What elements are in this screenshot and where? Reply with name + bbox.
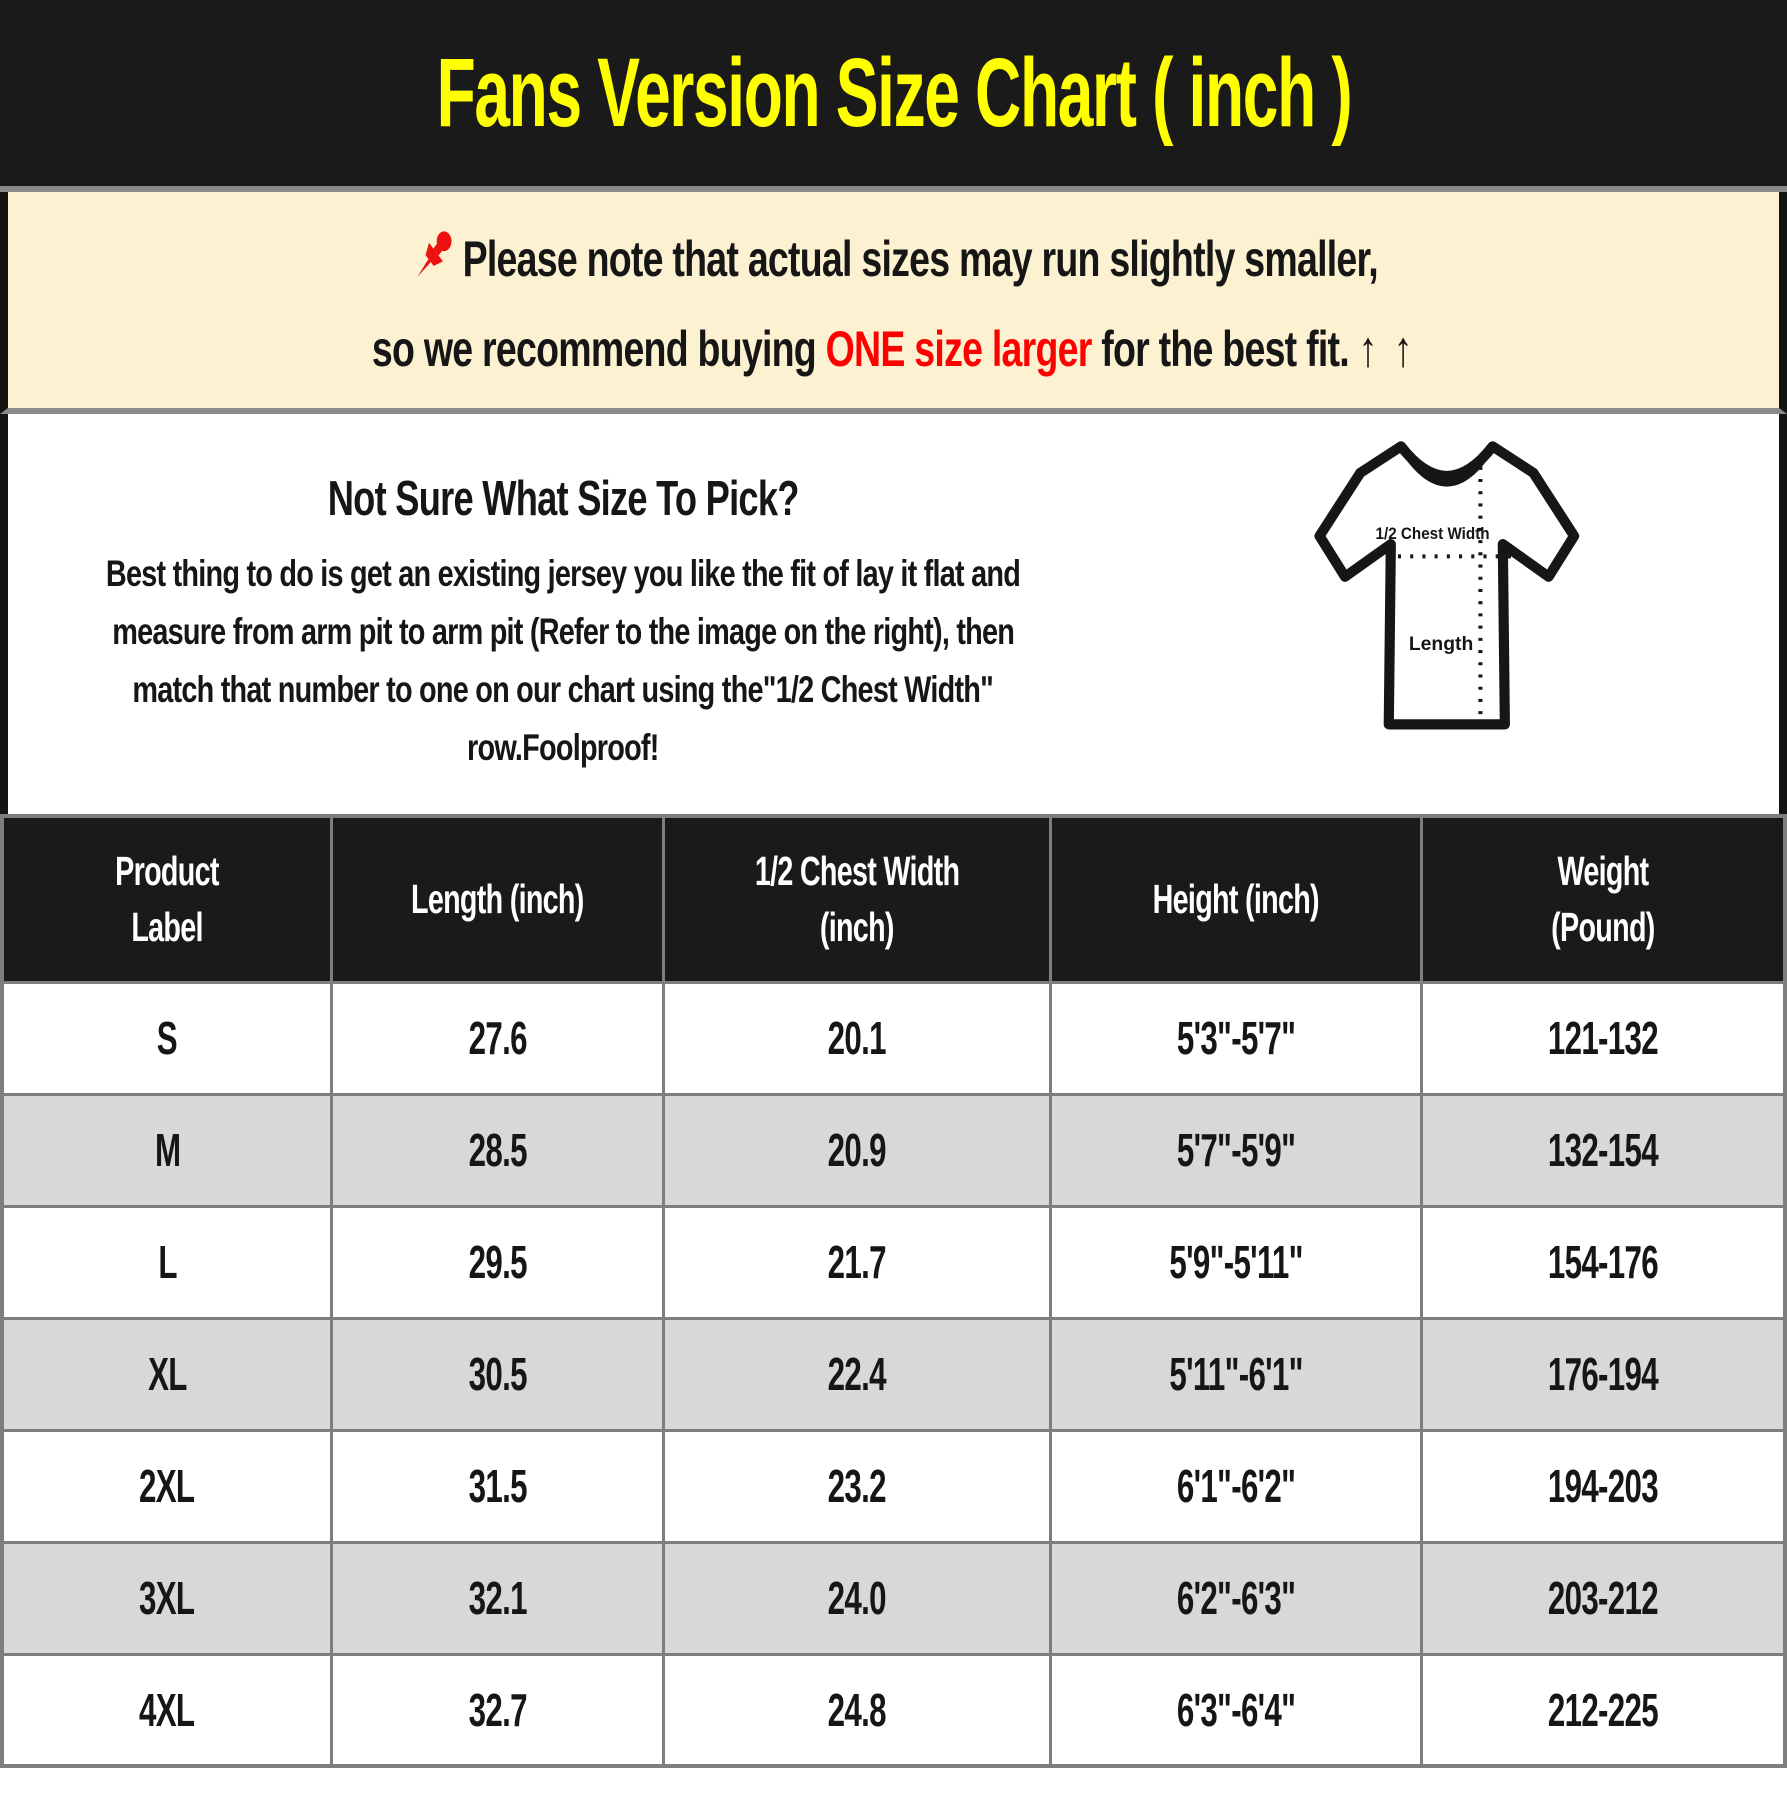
size-label-cell: L: [0, 1204, 334, 1320]
size-label-cell: XL: [0, 1316, 334, 1432]
size-chart-table: Product Label Length (inch) 1/2 Chest Wid…: [0, 814, 1787, 1768]
up-arrows: ↑ ↑: [1358, 321, 1416, 377]
weight-cell: 154-176: [1419, 1204, 1787, 1320]
note-text-1: Please note that actual sizes may run sl…: [462, 231, 1379, 287]
size-label-cell: 4XL: [0, 1652, 334, 1768]
length-cell: 27.6: [330, 980, 665, 1096]
col-header-product-label: Product Label: [0, 814, 334, 984]
guide-heading: Not Sure What Size To Pick?: [327, 472, 800, 526]
size-guide-section: Not Sure What Size To Pick? Best thing t…: [0, 414, 1787, 814]
chest-cell: 21.7: [661, 1204, 1052, 1320]
col-header-weight: Weight (Pound): [1419, 814, 1787, 984]
weight-cell: 212-225: [1419, 1652, 1787, 1768]
weight-cell: 194-203: [1419, 1428, 1787, 1544]
tshirt-outline: [1314, 441, 1580, 730]
col-header-height: Height (inch): [1048, 814, 1423, 984]
size-row-m: M 28.5 20.9 5'7"-5'9" 132-154: [0, 1092, 1787, 1208]
note-text-2a: so we recommend buying: [371, 321, 826, 377]
height-cell: 6'2"-6'3": [1048, 1540, 1423, 1656]
guide-line: measure from arm pit to arm pit (Refer t…: [112, 611, 1015, 652]
guide-line: match that number to one on our chart us…: [132, 669, 994, 710]
weight-cell: 132-154: [1419, 1092, 1787, 1208]
size-label-cell: S: [0, 980, 334, 1096]
guide-line: Best thing to do is get an existing jers…: [105, 553, 1021, 594]
height-cell: 6'3"-6'4": [1048, 1652, 1423, 1768]
size-guide-text: Not Sure What Size To Pick? Best thing t…: [8, 414, 1118, 814]
length-cell: 32.7: [330, 1652, 665, 1768]
size-row-4xl: 4XL 32.7 24.8 6'3"-6'4" 212-225: [0, 1652, 1787, 1768]
size-row-s: S 27.6 20.1 5'3"-5'7" 121-132: [0, 980, 1787, 1096]
chest-cell: 20.9: [661, 1092, 1052, 1208]
size-note-banner: Please note that actual sizes may run sl…: [0, 192, 1787, 414]
length-cell: 28.5: [330, 1092, 665, 1208]
length-cell: 32.1: [330, 1540, 665, 1656]
col-header-chest-width: 1/2 Chest Width (inch): [661, 814, 1052, 984]
size-row-3xl: 3XL 32.1 24.0 6'2"-6'3" 203-212: [0, 1540, 1787, 1656]
chest-width-label: 1/2 Chest Width: [1376, 525, 1490, 543]
collar-line: [1401, 448, 1493, 487]
tshirt-measure-diagram: 1/2 Chest Width Length: [1314, 441, 1580, 730]
col-header-length: Length (inch): [330, 814, 665, 984]
weight-cell: 176-194: [1419, 1316, 1787, 1432]
size-row-xl: XL 30.5 22.4 5'11"-6'1" 176-194: [0, 1316, 1787, 1432]
guide-line: row.Foolproof!: [467, 727, 659, 768]
length-cell: 30.5: [330, 1316, 665, 1432]
height-cell: 5'3"-5'7": [1048, 980, 1423, 1096]
length-cell: 31.5: [330, 1428, 665, 1544]
size-label-cell: 2XL: [0, 1428, 334, 1544]
page-title: Fans Version Size Chart ( inch ): [436, 38, 1352, 147]
height-cell: 5'9"-5'11": [1048, 1204, 1423, 1320]
header-row: Product Label Length (inch) 1/2 Chest Wid…: [0, 814, 1787, 984]
note-highlight: ONE size larger: [825, 321, 1092, 377]
size-row-2xl: 2XL 31.5 23.2 6'1"-6'2" 194-203: [0, 1428, 1787, 1544]
chest-cell: 20.1: [661, 980, 1052, 1096]
chest-cell: 24.0: [661, 1540, 1052, 1656]
size-label-cell: M: [0, 1092, 334, 1208]
weight-cell: 121-132: [1419, 980, 1787, 1096]
pushpin-icon: [417, 231, 452, 277]
height-cell: 5'7"-5'9": [1048, 1092, 1423, 1208]
chest-cell: 22.4: [661, 1316, 1052, 1432]
size-row-l: L 29.5 21.7 5'9"-5'11" 154-176: [0, 1204, 1787, 1320]
title-bar: Fans Version Size Chart ( inch ): [0, 0, 1787, 192]
note-line-2: so we recommend buying ONE size larger f…: [198, 320, 1589, 378]
weight-cell: 203-212: [1419, 1540, 1787, 1656]
height-cell: 6'1"-6'2": [1048, 1428, 1423, 1544]
length-label: Length: [1409, 633, 1473, 655]
chest-cell: 24.8: [661, 1652, 1052, 1768]
note-text-2b: for the best fit.: [1091, 321, 1359, 377]
note-line-1: Please note that actual sizes may run sl…: [247, 222, 1540, 294]
size-label-cell: 3XL: [0, 1540, 334, 1656]
height-cell: 5'11"-6'1": [1048, 1316, 1423, 1432]
chest-cell: 23.2: [661, 1428, 1052, 1544]
length-cell: 29.5: [330, 1204, 665, 1320]
